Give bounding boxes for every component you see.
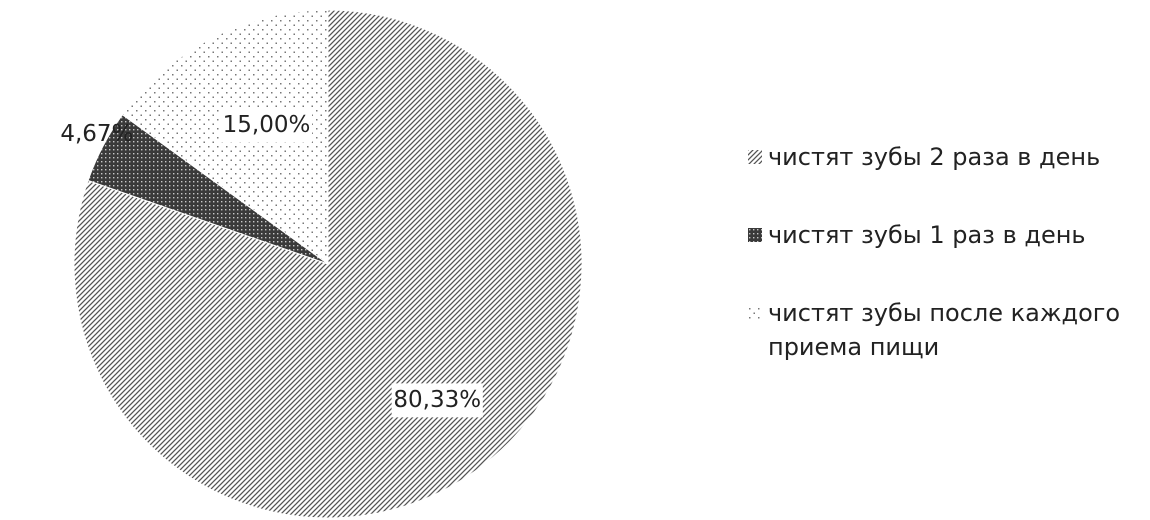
legend-label: чистят зубы 1 раз в день <box>768 218 1086 252</box>
legend-label: чистят зубы 2 раза в день <box>768 140 1100 174</box>
legend-item-twice-daily: чистят зубы 2 раза в день <box>748 140 1148 174</box>
data-label: 80,33% <box>392 383 483 417</box>
legend-swatch-dots <box>748 306 762 320</box>
legend-item-after-each-meal: чистят зубы после каждого приема пищи <box>748 296 1148 364</box>
legend-label: чистят зубы после каждого приема пищи <box>768 296 1148 364</box>
pie-chart: 80,33% 4,67% 15,00% <box>0 0 660 520</box>
data-label-text: 15,00% <box>223 112 311 138</box>
legend: чистят зубы 2 раза в день чистят зубы 1 … <box>748 140 1148 408</box>
data-label-text: 80,33% <box>393 387 481 413</box>
legend-swatch-grid <box>748 228 762 242</box>
legend-item-once-daily: чистят зубы 1 раз в день <box>748 218 1148 252</box>
data-label-text: 4,67% <box>60 121 133 147</box>
legend-swatch-diagonal <box>748 150 762 164</box>
data-label: 4,67% <box>60 121 133 147</box>
data-label: 15,00% <box>221 109 312 143</box>
